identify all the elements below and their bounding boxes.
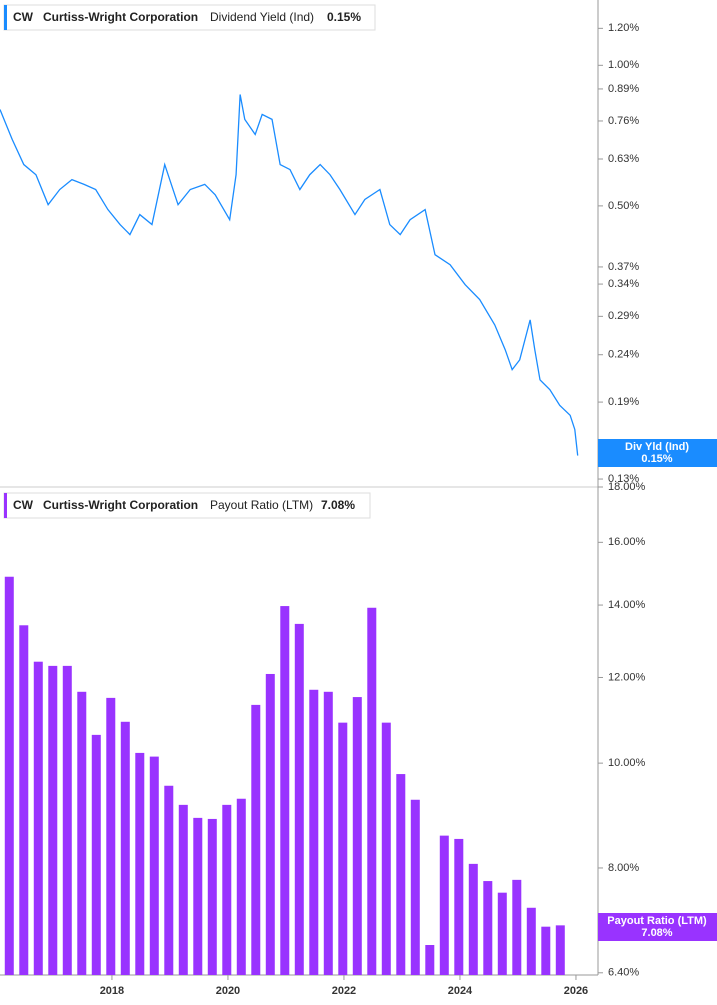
bar [222,804,232,975]
y-tick-label: 0.13% [608,473,639,485]
bar [381,722,391,975]
y-tick-label: 0.50% [608,200,639,212]
ticker: CW [13,10,34,24]
y-tick-label: 0.29% [608,310,639,322]
bar [193,817,203,975]
y-tick-label: 1.20% [608,22,639,34]
bar [468,863,478,975]
y-tick-label: 10.00% [608,757,646,769]
x-tick-label: 2024 [448,985,473,997]
bottom-plot [4,486,603,975]
bar [323,691,333,975]
y-tick-label: 12.00% [608,671,646,683]
x-tick-label: 2018 [100,985,124,997]
metric: Payout Ratio (LTM) [210,498,313,512]
bar [439,835,449,975]
bar [62,665,72,975]
bar [164,785,174,975]
bar [396,774,406,975]
bar [410,799,420,975]
bar [425,945,435,975]
tag-box [598,439,717,467]
x-tick-label: 2026 [564,985,588,997]
y-tick-label: 0.63% [608,153,639,165]
company: Curtiss-Wright Corporation [43,10,198,24]
y-tick-label: 14.00% [608,599,646,611]
bar [526,907,536,975]
bar [280,606,290,975]
y-tick-label: 0.76% [608,115,639,127]
y-tick-label: 0.19% [608,396,639,408]
x-tick-label: 2020 [216,985,240,997]
header-box [3,492,371,519]
header-box [3,4,376,31]
tag-value: 0.15% [641,453,672,465]
y-tick-label: 0.34% [608,278,639,290]
metric-value: 7.08% [321,498,355,512]
tag-label: Div Yld (Ind) [625,441,689,453]
bar [106,697,116,975]
bar [338,722,348,975]
y-tick-label: 18.00% [608,481,646,493]
y-tick-label: 0.24% [608,349,639,361]
top-header: CW Curtiss-Wright Corporation Dividend Y… [3,4,376,31]
bar [4,576,14,975]
bar [33,661,43,975]
y-tick-label: 8.00% [608,862,639,874]
bar [77,691,87,975]
bar [120,721,130,975]
bar [352,697,362,975]
bar [149,756,159,975]
bar [541,926,551,975]
bar [367,607,377,975]
bar [236,798,246,975]
y-tick-label: 0.37% [608,261,639,273]
tag-label: Payout Ratio (LTM) [607,915,707,927]
tag-value: 7.08% [641,927,672,939]
y-tick-label: 1.00% [608,59,639,71]
ticker: CW [13,498,34,512]
bar [454,838,464,975]
y-tick-label: 16.00% [608,536,646,548]
last-value-tags: Div Yld (Ind) 0.15% Payout Ratio (LTM) 7… [598,439,717,941]
metric-value: 0.15% [327,10,361,24]
bar [135,752,145,975]
x-tick-label: 2022 [332,985,356,997]
bar [178,804,188,975]
top-plot [0,27,603,480]
bar [309,689,319,975]
bottom-header: CW Curtiss-Wright Corporation Payout Rat… [3,492,371,519]
company: Curtiss-Wright Corporation [43,498,198,512]
bar [251,704,261,975]
bar [19,625,29,975]
bar [555,925,565,975]
bar [48,665,58,975]
bar [512,879,522,975]
bar [207,818,217,975]
bar [483,881,493,975]
metric: Dividend Yield (Ind) [210,10,314,24]
bar [91,734,101,975]
y-tick-label: 6.40% [608,967,639,979]
line-series [0,94,579,456]
header-accent [4,493,7,518]
bar [265,673,275,975]
bar [294,623,304,975]
tag-box [598,913,717,941]
header-accent [4,5,7,30]
bar [497,892,507,975]
y-tick-label: 0.89% [608,83,639,95]
